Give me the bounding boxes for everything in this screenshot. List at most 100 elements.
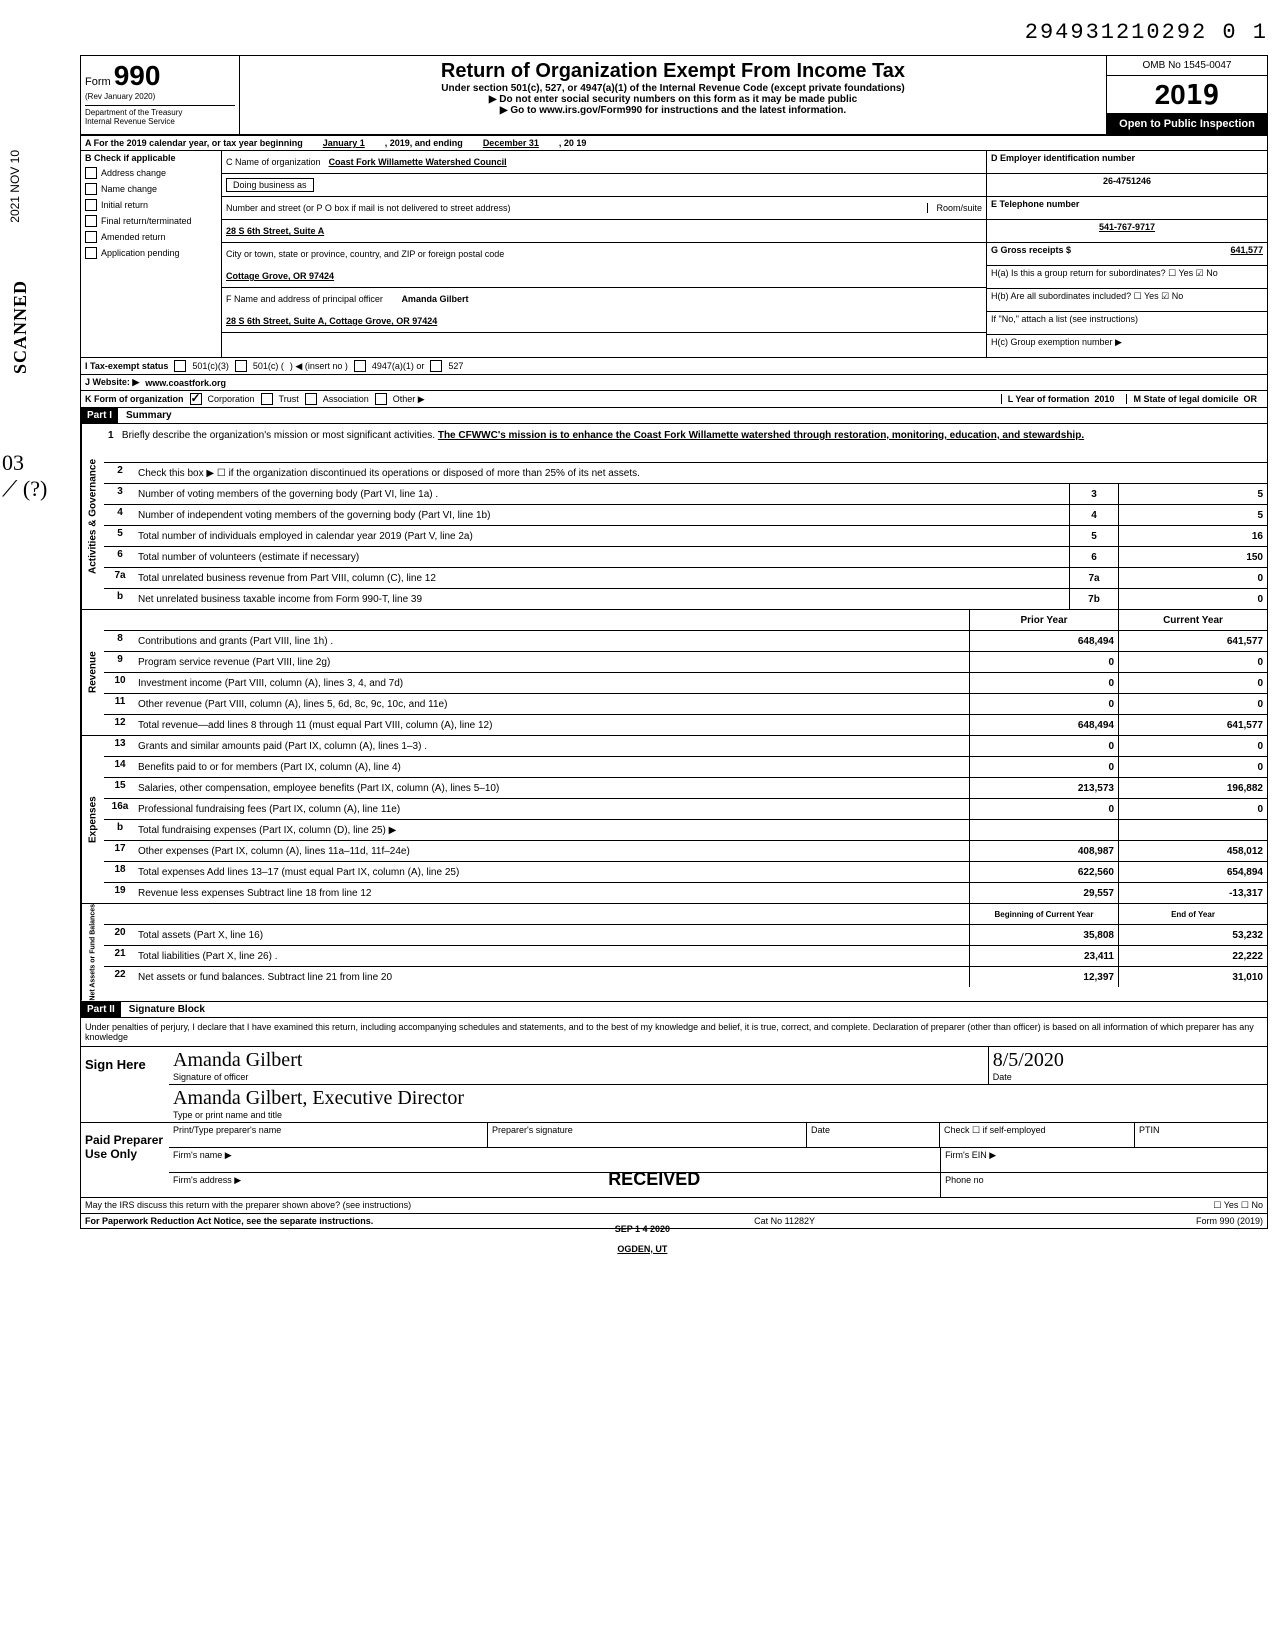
website-instruction: ▶ Go to www.irs.gov/Form990 for instruct… xyxy=(244,105,1102,116)
dba-label: Doing business as xyxy=(226,178,314,192)
section-revenue: Revenue Prior Year Current Year 8Contrib… xyxy=(81,610,1267,736)
check-address-change: Address change xyxy=(81,165,221,181)
org-name: Coast Fork Willamette Watershed Council xyxy=(329,157,507,167)
expense-line-19: 19Revenue less expenses Subtract line 18… xyxy=(104,883,1267,903)
form-990-container: Form 990 (Rev January 2020) Department o… xyxy=(80,55,1268,1229)
self-employed-check: Check ☐ if self-employed xyxy=(940,1123,1135,1147)
tab-governance: Activities & Governance xyxy=(81,424,104,609)
receipt-date-stamp: 2021 NOV 10 xyxy=(8,150,22,223)
tab-net-assets: Net Assets or Fund Balances xyxy=(81,904,104,1001)
gov-line-4: 4Number of independent voting members of… xyxy=(104,505,1267,526)
irs-label: Internal Revenue Service xyxy=(85,117,235,126)
expense-line-15: 15Salaries, other compensation, employee… xyxy=(104,778,1267,799)
expense-line-14: 14Benefits paid to or for members (Part … xyxy=(104,757,1267,778)
paid-preparer-block: Paid Preparer Use Only Print/Type prepar… xyxy=(81,1123,1267,1198)
header-info-grid: B Check if applicable Address change Nam… xyxy=(81,151,1267,358)
hc-exemption: H(c) Group exemption number ▶ xyxy=(987,335,1267,357)
check-name-change: Name change xyxy=(81,181,221,197)
gov-line-6: 6Total number of volunteers (estimate if… xyxy=(104,547,1267,568)
received-stamp: RECEIVED xyxy=(608,1169,700,1190)
form-header: Form 990 (Rev January 2020) Department o… xyxy=(81,56,1267,136)
omb-number: OMB No 1545-0047 xyxy=(1107,56,1267,76)
margin-handwriting: 03⟋ (?) xyxy=(2,450,47,502)
dln-number: 294931210292 0 1 xyxy=(20,20,1268,45)
signature-date: 8/5/2020 xyxy=(993,1049,1263,1072)
row-a-tax-year: A For the 2019 calendar year, or tax yea… xyxy=(81,136,1267,151)
scanned-stamp: SCANNED xyxy=(10,280,31,374)
end-year-header: End of Year xyxy=(1118,904,1267,924)
year-formation: 2010 xyxy=(1094,394,1114,404)
ha-group-return: H(a) Is this a group return for subordin… xyxy=(987,266,1267,289)
gov-line-b: bNet unrelated business taxable income f… xyxy=(104,589,1267,609)
netassets-line-22: 22Net assets or fund balances. Subtract … xyxy=(104,967,1267,987)
tab-expenses: Expenses xyxy=(81,736,104,903)
ptin-header: PTIN xyxy=(1135,1123,1267,1147)
preparer-name-header: Print/Type preparer's name xyxy=(169,1123,488,1147)
section-expenses: Expenses 13Grants and similar amounts pa… xyxy=(81,736,1267,904)
row-j-website: J Website: ▶ www.coastfork.org xyxy=(81,375,1267,391)
ein-value: 26-4751246 xyxy=(987,174,1267,197)
mission-line: 1 Briefly describe the organization's mi… xyxy=(104,424,1267,463)
revenue-line-10: 10Investment income (Part VIII, column (… xyxy=(104,673,1267,694)
preparer-date-header: Date xyxy=(807,1123,940,1147)
perjury-statement: Under penalties of perjury, I declare th… xyxy=(81,1018,1267,1047)
dept-treasury: Department of the Treasury xyxy=(85,108,235,117)
row-i-tax-exempt: I Tax-exempt status 501(c)(3) 501(c) ( )… xyxy=(81,358,1267,375)
part-1-header: Part I Summary xyxy=(81,408,1267,424)
gov-line-5: 5Total number of individuals employed in… xyxy=(104,526,1267,547)
check-final-return: Final return/terminated xyxy=(81,213,221,229)
section-net-assets: Net Assets or Fund Balances Beginning of… xyxy=(81,904,1267,1002)
check-application-pending: Application pending xyxy=(81,245,221,261)
hb-subordinates: H(b) Are all subordinates included? ☐ Ye… xyxy=(987,289,1267,312)
current-year-header: Current Year xyxy=(1118,610,1267,630)
preparer-sig-header: Preparer's signature xyxy=(488,1123,807,1147)
prior-year-header: Prior Year xyxy=(969,610,1118,630)
ogden-stamp: OGDEN, UT xyxy=(615,1244,670,1254)
expense-line-17: 17Other expenses (Part IX, column (A), l… xyxy=(104,841,1267,862)
part-2-header: Part II Signature Block xyxy=(81,1002,1267,1018)
expense-line-13: 13Grants and similar amounts paid (Part … xyxy=(104,736,1267,757)
check-initial-return: Initial return xyxy=(81,197,221,213)
gov-line-2: 2Check this box ▶ ☐ if the organization … xyxy=(104,463,1267,484)
form-title: Return of Organization Exempt From Incom… xyxy=(244,60,1102,83)
open-to-public: Open to Public Inspection xyxy=(1107,114,1267,134)
ein-label: D Employer identification number xyxy=(987,151,1267,174)
state-domicile: OR xyxy=(1244,394,1258,404)
form-subtitle: Under section 501(c), 527, or 4947(a)(1)… xyxy=(244,83,1102,94)
row-k-form-org: K Form of organization Corporation Trust… xyxy=(81,391,1267,408)
gov-line-7a: 7aTotal unrelated business revenue from … xyxy=(104,568,1267,589)
form-number: Form 990 xyxy=(85,60,235,92)
principal-officer-address: 28 S 6th Street, Suite A, Cottage Grove,… xyxy=(226,316,437,326)
officer-signature: Amanda Gilbert xyxy=(173,1049,984,1072)
col-b-header: B Check if applicable xyxy=(81,151,221,165)
firm-name: Firm's name ▶ xyxy=(169,1148,941,1172)
discuss-preparer-row: May the IRS discuss this return with the… xyxy=(81,1198,1267,1214)
tab-revenue: Revenue xyxy=(81,610,104,735)
revenue-line-12: 12Total revenue—add lines 8 through 11 (… xyxy=(104,715,1267,735)
tax-year: 2019 xyxy=(1107,76,1267,114)
ssn-warning: ▶ Do not enter social security numbers o… xyxy=(244,94,1102,105)
section-governance: Activities & Governance 1 Briefly descri… xyxy=(81,424,1267,610)
received-date-stamp: SEP 1 4 2020 xyxy=(615,1224,670,1234)
check-amended-return: Amended return xyxy=(81,229,221,245)
revenue-line-9: 9Program service revenue (Part VIII, lin… xyxy=(104,652,1267,673)
gross-receipts: 641,577 xyxy=(1230,245,1263,255)
begin-year-header: Beginning of Current Year xyxy=(969,904,1118,924)
room-suite-label: Room/suite xyxy=(927,203,982,213)
gov-line-3: 3Number of voting members of the governi… xyxy=(104,484,1267,505)
revenue-line-11: 11Other revenue (Part VIII, column (A), … xyxy=(104,694,1267,715)
firm-address: Firm's address ▶ RECEIVED xyxy=(169,1173,941,1197)
netassets-line-20: 20Total assets (Part X, line 16)35,80853… xyxy=(104,925,1267,946)
phone-value: 541-767-9717 xyxy=(987,220,1267,243)
form-revision: (Rev January 2020) xyxy=(85,92,235,101)
h-note: If "No," attach a list (see instructions… xyxy=(987,312,1267,335)
phone-label: E Telephone number xyxy=(987,197,1267,220)
firm-phone: Phone no xyxy=(941,1173,1267,1197)
sign-here-block: Sign Here Amanda Gilbert Signature of of… xyxy=(81,1047,1267,1123)
expense-line-16a: 16aProfessional fundraising fees (Part I… xyxy=(104,799,1267,820)
expense-line-b: bTotal fundraising expenses (Part IX, co… xyxy=(104,820,1267,841)
netassets-line-21: 21Total liabilities (Part X, line 26) .2… xyxy=(104,946,1267,967)
expense-line-18: 18Total expenses Add lines 13–17 (must e… xyxy=(104,862,1267,883)
form-footer: For Paperwork Reduction Act Notice, see … xyxy=(81,1214,1267,1228)
firm-ein: Firm's EIN ▶ xyxy=(941,1148,1267,1172)
